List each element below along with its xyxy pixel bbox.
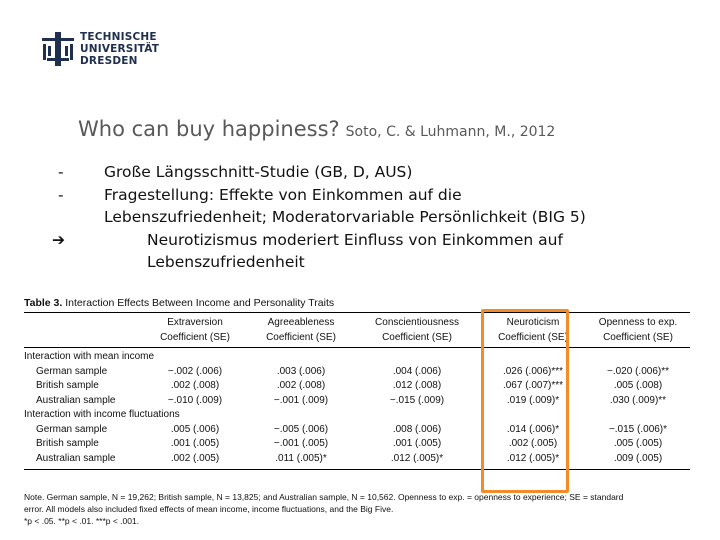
table-row: Australian sample .002 (.005) .011 (.005… bbox=[36, 452, 663, 464]
table-row: German sample −.002 (.006) .003 (.006) .… bbox=[36, 365, 669, 377]
note-line: *p < .05. **p < .01. ***p < .001. bbox=[24, 516, 140, 526]
bullet-text: Neurotizismus moderiert Einfluss von Ein… bbox=[147, 230, 563, 249]
bullet-item: - Große Längsschnitt-Studie (GB, D, AUS) bbox=[48, 161, 586, 184]
column-header-neuroticism: Neuroticism Coefficient (SE) bbox=[498, 317, 568, 343]
bullet-continuation: Lebenszufriedenheit; Moderatorvariable P… bbox=[48, 206, 586, 229]
group-header-row: Interaction with income fluctuations bbox=[24, 409, 180, 420]
bullet-text: Fragestellung: Effekte von Einkommen auf… bbox=[104, 185, 462, 204]
table-row: British sample .002 (.008) .002 (.008) .… bbox=[36, 380, 663, 391]
column-header: Agreeableness Coefficient (SE) bbox=[266, 317, 336, 343]
table-row: Australian sample −.010 (.009) −.001 (.0… bbox=[36, 394, 667, 406]
results-table: Table 3. Interaction Effects Between Inc… bbox=[24, 296, 690, 470]
bullet-item: ➔ Neurotizismus moderiert Einfluss von Ei… bbox=[48, 229, 586, 252]
university-logo-icon bbox=[42, 32, 74, 66]
neuroticism-highlight-box bbox=[481, 309, 569, 493]
dash-marker: - bbox=[58, 185, 64, 204]
logo-line-3: DRESDEN bbox=[80, 55, 138, 67]
logo-line-1: TECHNISCHE bbox=[80, 31, 157, 43]
table-row: German sample .005 (.006) −.005 (.006) .… bbox=[36, 423, 668, 435]
logo-line-2: UNIVERSITÄT bbox=[80, 43, 160, 55]
dash-marker: - bbox=[58, 163, 64, 181]
bullet-list: - Große Längsschnitt-Studie (GB, D, AUS) … bbox=[48, 161, 586, 274]
column-header: Conscientiousness Coefficient (SE) bbox=[375, 317, 459, 343]
bullet-text: Große Längsschnitt-Studie (GB, D, AUS) bbox=[104, 163, 413, 181]
slide-title: Who can buy happiness? Soto, C. & Luhmann… bbox=[78, 117, 555, 141]
column-header: Extraversion Coefficient (SE) bbox=[160, 317, 230, 343]
note-line: Note. German sample, N = 19,262; British… bbox=[24, 492, 624, 502]
bullet-text: Lebenszufriedenheit bbox=[147, 253, 305, 271]
slide-title-main: Who can buy happiness? bbox=[78, 117, 340, 141]
bullet-item: - Fragestellung: Effekte von Einkommen au… bbox=[48, 184, 586, 207]
table-title: Table 3. Interaction Effects Between Inc… bbox=[24, 296, 690, 310]
coefficients-table: Extraversion Coefficient (SE) Agreeablene… bbox=[24, 313, 690, 470]
arrow-icon: ➔ bbox=[52, 230, 65, 249]
group-header-row: Interaction with mean income bbox=[24, 351, 155, 362]
table-caption: Interaction Effects Between Income and P… bbox=[65, 297, 335, 309]
table-number: Table 3. bbox=[24, 297, 63, 309]
column-header: Openness to exp. Coefficient (SE) bbox=[598, 317, 678, 343]
note-line: error. All models also included fixed ef… bbox=[24, 504, 394, 514]
table-note: Note. German sample, N = 19,262; British… bbox=[24, 491, 694, 527]
bullet-continuation: Lebenszufriedenheit bbox=[48, 251, 586, 274]
bullet-text: Lebenszufriedenheit; Moderatorvariable P… bbox=[104, 208, 586, 226]
slide-citation: Soto, C. & Luhmann, M., 2012 bbox=[345, 124, 556, 140]
university-name: TECHNISCHE UNIVERSITÄT DRESDEN bbox=[80, 31, 159, 67]
table-row: British sample .001 (.005) −.001 (.005) … bbox=[36, 438, 663, 449]
